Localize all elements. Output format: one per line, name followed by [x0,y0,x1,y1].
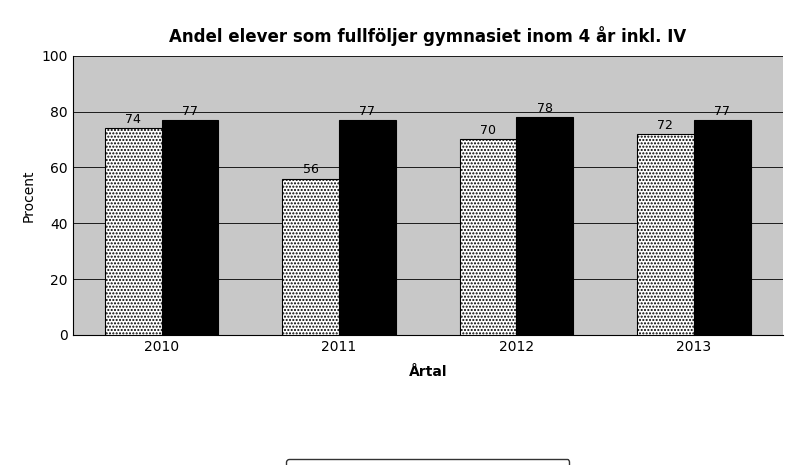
Text: 72: 72 [658,119,673,132]
X-axis label: Årtal: Årtal [408,365,447,379]
Text: 77: 77 [714,105,730,118]
Text: 56: 56 [303,163,319,176]
Text: 78: 78 [537,102,553,115]
Bar [516,117,573,335]
Legend: Essunga kommun, Medel KKiK: Essunga kommun, Medel KKiK [286,459,570,465]
Bar [161,120,219,335]
Y-axis label: Procent: Procent [22,169,36,221]
Text: 70: 70 [480,124,496,137]
Text: 74: 74 [125,113,141,126]
Bar [282,179,339,335]
Title: Andel elever som fullföljer gymnasiet inom 4 år inkl. IV: Andel elever som fullföljer gymnasiet in… [169,26,686,46]
Bar [637,134,694,335]
Bar [339,120,395,335]
Text: 77: 77 [182,105,198,118]
Bar [105,128,161,335]
Bar [460,140,516,335]
Bar [694,120,751,335]
Text: 77: 77 [359,105,375,118]
